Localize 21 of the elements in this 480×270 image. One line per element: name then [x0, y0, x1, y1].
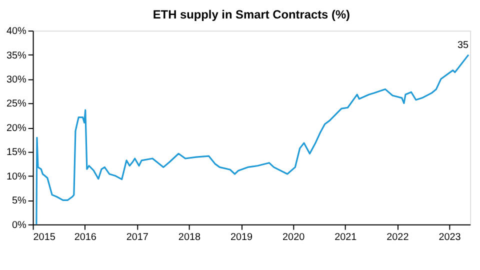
y-tick-label: 5%: [12, 196, 27, 207]
x-tick-label: 2019: [230, 232, 254, 243]
x-tick-label: 2020: [282, 232, 306, 243]
x-tick-label: 2018: [178, 232, 201, 243]
y-tick-label: 30%: [6, 74, 27, 86]
x-tick-label: 2022: [386, 232, 410, 243]
y-tick-label: 35%: [6, 50, 27, 62]
y-tick-label: 10%: [6, 171, 27, 182]
data-label: 35: [457, 40, 469, 51]
y-tick-label: 0%: [12, 220, 27, 231]
x-tick-label: 2023: [438, 232, 462, 243]
y-tick-label: 20%: [6, 122, 27, 134]
line-series: [36, 54, 470, 226]
x-tick-label: 2015: [33, 232, 56, 243]
y-tick-label: 15%: [6, 147, 27, 158]
x-tick-label: 2021: [334, 232, 358, 243]
y-tick-label: 25%: [6, 98, 27, 110]
chart-title: ETH supply in Smart Contracts (%): [152, 8, 350, 22]
x-tick-label: 2016: [74, 232, 97, 243]
y-tick-label: 40%: [6, 26, 27, 38]
x-tick-label: 2017: [126, 232, 149, 243]
